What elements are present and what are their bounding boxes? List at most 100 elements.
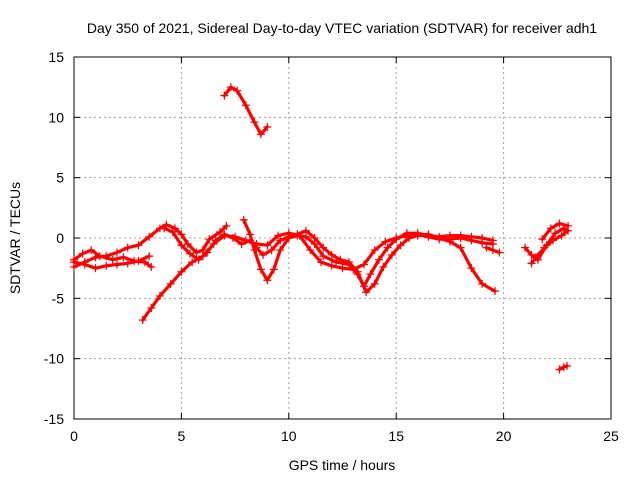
series-track-9 [521,224,573,268]
grid-lines [74,57,611,419]
chart-title: Day 350 of 2021, Sidereal Day-to-day VTE… [87,20,597,36]
data-point [531,253,540,262]
data-point [562,361,571,370]
data-point [130,256,139,265]
data-point [233,86,242,95]
data-point [276,246,285,255]
series-track-6 [239,215,497,291]
data-point [424,231,433,240]
y-tick-label: -10 [44,351,64,367]
data-point [256,265,265,274]
data-point [205,235,214,244]
data-point [301,232,310,241]
data-point [168,227,177,236]
data-point [192,248,201,257]
x-tick-label: 25 [603,428,619,444]
x-ticks: 0 5 10 15 20 25 [70,57,619,444]
data-point [145,232,154,241]
data-point [166,279,175,288]
y-tick-label: -5 [52,290,65,306]
data-point [551,229,560,238]
data-point [123,259,132,268]
data-point [220,91,229,100]
series-track-11 [555,361,571,374]
data-point [211,236,220,245]
data-point [155,291,164,300]
x-tick-label: 5 [178,428,186,444]
data-point [226,83,235,92]
data-point [256,130,265,139]
data-point [267,246,276,255]
data-point [306,246,315,255]
data-point [239,215,248,224]
x-tick-label: 0 [70,428,78,444]
data-point [344,260,353,269]
data-point [228,234,237,242]
data-point [220,230,229,239]
data-point [564,221,573,230]
data-point [353,270,362,279]
data-point [456,231,465,240]
data-point [467,264,476,273]
data-point [237,240,246,249]
data-point [488,236,497,245]
data-point [555,365,564,374]
data-point [177,267,186,276]
data-point [540,243,549,252]
series-track-8 [220,83,272,139]
data-point [185,249,194,258]
y-tick-label: 10 [48,109,64,125]
data-point [140,258,149,267]
data-point [259,250,268,259]
y-tick-label: 5 [56,170,64,186]
y-ticks: -15 -10 -5 0 5 10 15 [44,49,611,427]
x-tick-label: 20 [496,428,512,444]
data-point [108,255,117,264]
data-point [263,241,272,250]
data-point [194,255,203,264]
data-point [274,231,283,240]
data-point [392,235,401,244]
data-point [467,232,476,241]
data-point [557,231,566,240]
data-point [177,230,186,239]
data-point [317,258,326,267]
data-point [413,229,422,238]
x-tick-label: 10 [281,428,297,444]
data-point [383,243,392,252]
data-point [276,236,285,245]
data-point [241,101,250,110]
data-point [402,229,411,238]
data-point [160,224,169,233]
data-point [216,227,225,236]
data-point [381,237,390,246]
data-point [478,234,487,242]
data-point [80,260,89,269]
data-point [102,261,111,270]
data-point [379,262,388,271]
data-point [527,250,536,259]
data-point [183,240,192,249]
data-point [250,118,259,127]
data-point [145,252,154,261]
x-axis-label: GPS time / hours [289,457,396,473]
data-point [91,264,100,273]
data-point [375,255,384,264]
data-point [370,279,379,288]
data-point [362,288,371,297]
series-track-10 [538,219,573,244]
series-track-7 [482,243,504,257]
data-point [495,248,504,257]
data-point [546,224,555,233]
data-point [138,316,147,325]
data-point [396,241,405,250]
data-point [284,234,293,242]
data-point [263,122,272,131]
data-point [112,248,121,257]
data-point [293,231,302,240]
data-point [269,265,278,274]
data-point [549,236,558,245]
data-point [359,260,368,269]
data-point [250,246,259,255]
